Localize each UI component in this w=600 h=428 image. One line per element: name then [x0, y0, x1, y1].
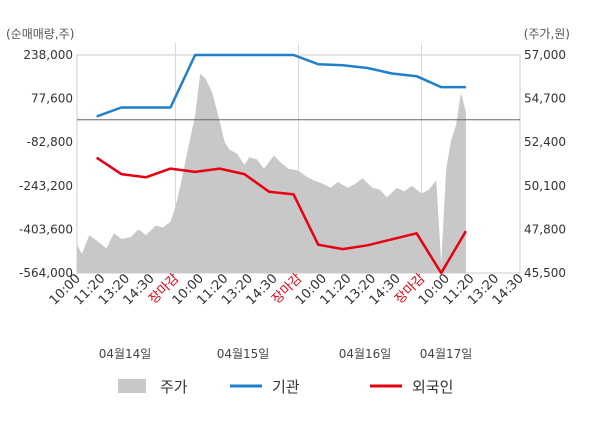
series-line-foreign [96, 156, 467, 275]
left-tick-label: -564,000 [19, 266, 73, 280]
left-tick-label: 77,600 [31, 92, 73, 106]
left-tick-label: 238,000 [23, 48, 73, 62]
right-tick-label: 54,700 [524, 92, 566, 106]
date-label: 04월17일 [420, 347, 473, 361]
legend-label: 외국인 [412, 378, 453, 396]
legend: 주가 기관 외국인 [118, 378, 453, 396]
x-axis: 10:0011:2013:2014:30장마감10:0011:2013:2014… [47, 271, 527, 308]
right-tick-label: 45,500 [524, 266, 566, 280]
left-tick-label: -403,600 [19, 222, 73, 236]
legend-swatch-price [118, 379, 146, 393]
right-tick-label: 50,100 [524, 179, 566, 193]
right-unit-label: (주가,원) [524, 27, 570, 41]
left-unit-label: (순매매량,주) [6, 27, 74, 41]
right-tick-label: 57,000 [524, 48, 566, 62]
date-label: 04월16일 [339, 347, 392, 361]
price-area-series [77, 74, 466, 273]
right-tick-label: 47,800 [524, 222, 566, 236]
date-labels: 04월14일 04월15일 04월16일 04월17일 [99, 347, 473, 361]
date-label: 04월15일 [217, 347, 270, 361]
left-tick-label: -82,800 [27, 135, 73, 149]
right-axis: 57,000 54,700 52,400 50,100 47,800 45,500 [524, 48, 566, 280]
left-axis: 238,000 77,600 -82,800 -243,200 -403,600 -564… [19, 48, 73, 280]
investor-lines [96, 53, 467, 275]
legend-label: 기관 [272, 378, 300, 396]
legend-label: 주가 [160, 378, 188, 396]
left-tick-label: -243,200 [19, 179, 73, 193]
date-label: 04월14일 [99, 347, 152, 361]
series-line-institution [96, 53, 466, 118]
right-tick-label: 52,400 [524, 135, 566, 149]
price-area [77, 74, 466, 273]
